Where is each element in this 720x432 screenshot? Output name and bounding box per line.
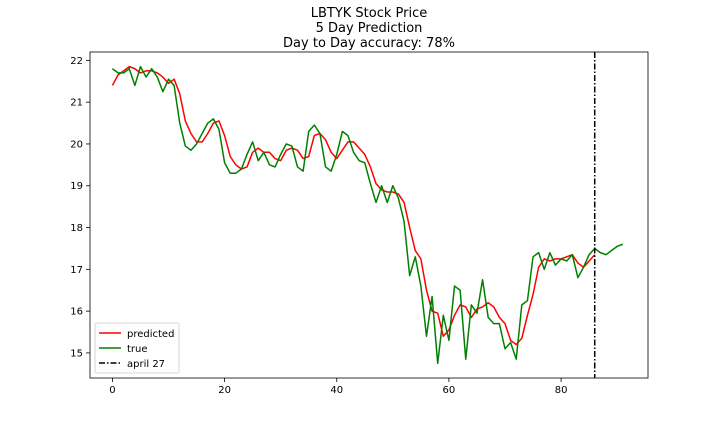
legend-label-true: true	[127, 344, 148, 355]
y-tick-label-21: 21	[70, 98, 83, 109]
chart-title-line-1: LBTYK Stock Price	[311, 6, 428, 21]
x-tick-label-60: 60	[443, 385, 456, 396]
chart-title-line-3: Day to Day accuracy: 78%	[283, 36, 455, 51]
legend: predicted true april 27	[94, 322, 180, 374]
legend-label-predicted: predicted	[127, 329, 174, 340]
y-tick-label-18: 18	[70, 223, 83, 234]
y-tick-label-20: 20	[70, 139, 83, 150]
y-tick-label-15: 15	[70, 348, 83, 359]
y-tick-label-16: 16	[70, 307, 83, 318]
plot-area	[89, 51, 649, 379]
x-tick-label-20: 20	[218, 385, 231, 396]
x-axis: 0 20 40 60 80	[109, 378, 567, 396]
y-tick-label-22: 22	[70, 56, 83, 67]
x-tick-label-40: 40	[330, 385, 343, 396]
axes-frame	[89, 51, 649, 379]
y-tick-label-17: 17	[70, 265, 83, 276]
x-tick-label-0: 0	[109, 385, 115, 396]
series-layer	[111, 65, 624, 365]
series-line-predicted	[111, 65, 596, 346]
legend-box	[94, 322, 180, 374]
legend-label-april-27: april 27	[127, 359, 165, 370]
chart-title-line-2: 5 Day Prediction	[316, 21, 423, 36]
y-axis: 15 16 17 18 19 20 21 22	[70, 56, 90, 359]
series-line-true	[111, 65, 624, 365]
y-tick-label-19: 19	[70, 181, 83, 192]
x-tick-label-80: 80	[555, 385, 568, 396]
